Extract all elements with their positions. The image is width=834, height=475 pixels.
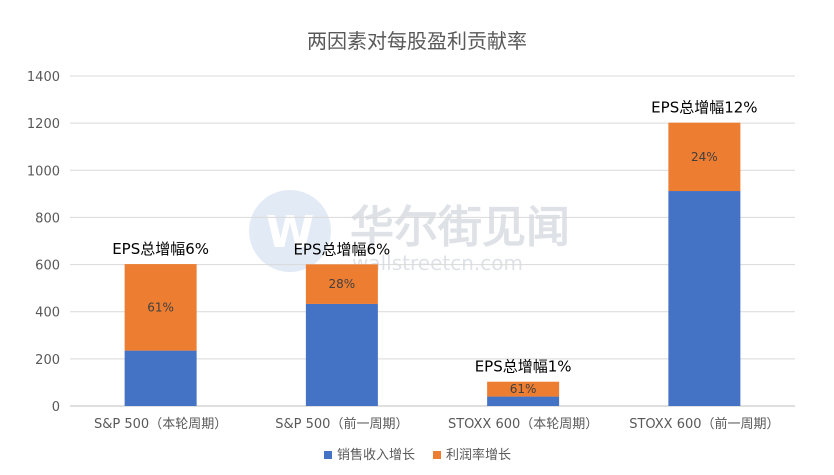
bar-margin-growth (668, 122, 741, 192)
bar-sales-growth (124, 350, 197, 406)
data-labels: 61% EPS总增幅6% 28% EPS总增幅6% 61% EPS总增幅1% 24% EPS总… (112, 99, 757, 396)
y-tick-label: 0 (52, 400, 60, 415)
bar-sales-growth (668, 191, 741, 406)
bar-sales-growth (305, 303, 378, 406)
segment-label: 61% (510, 382, 537, 396)
watermark-logo (249, 190, 331, 272)
x-tick-label: S&P 500（本轮周期） (94, 417, 227, 432)
y-tick-label: 400 (35, 306, 60, 321)
bar-margin-growth (305, 264, 378, 304)
legend-swatch-sales (324, 451, 332, 459)
bar-margin-growth (124, 264, 197, 351)
segment-label: 28% (329, 277, 356, 291)
y-tick-label: 200 (35, 353, 60, 368)
legend-swatch-margin (433, 451, 441, 459)
x-tick-label: STOXX 600（前一周期） (629, 416, 779, 432)
y-tick-label: 1200 (27, 117, 60, 132)
bar-margin-growth (487, 381, 560, 397)
x-tick-label: S&P 500（前一周期） (275, 416, 408, 432)
x-axis: S&P 500（本轮周期） S&P 500（前一周期） STOXX 600（本轮周期… (94, 416, 780, 432)
chart-title: 两因素对每股盈利贡献率 (307, 29, 527, 53)
watermark: W 华尔街见闻 wallstreetcn.com (249, 190, 570, 275)
bars (124, 122, 741, 406)
segment-label: 24% (691, 150, 718, 164)
y-tick-label: 600 (35, 259, 60, 274)
legend: 销售收入增长 利润率增长 (324, 447, 511, 463)
y-tick-label: 1400 (27, 70, 60, 85)
watermark-logo-letter: W (266, 207, 315, 258)
total-label: EPS总增幅12% (651, 99, 757, 117)
y-axis: 0 200 400 600 800 1000 1200 1400 (27, 70, 60, 415)
total-label: EPS总增幅6% (112, 240, 209, 258)
x-tick-label: STOXX 600（本轮周期） (448, 417, 598, 432)
bar-sales-growth (487, 396, 560, 406)
segment-label: 61% (147, 300, 174, 314)
legend-label-sales: 销售收入增长 (337, 447, 415, 463)
y-tick-label: 1000 (27, 164, 60, 179)
total-label: EPS总增幅1% (475, 358, 572, 376)
watermark-text-cn: 华尔街见闻 (350, 202, 570, 253)
legend-label-margin: 利润率增长 (446, 447, 511, 463)
watermark-text-en: wallstreetcn.com (352, 251, 523, 275)
total-label: EPS总增幅6% (293, 240, 390, 258)
y-tick-label: 800 (35, 211, 60, 226)
